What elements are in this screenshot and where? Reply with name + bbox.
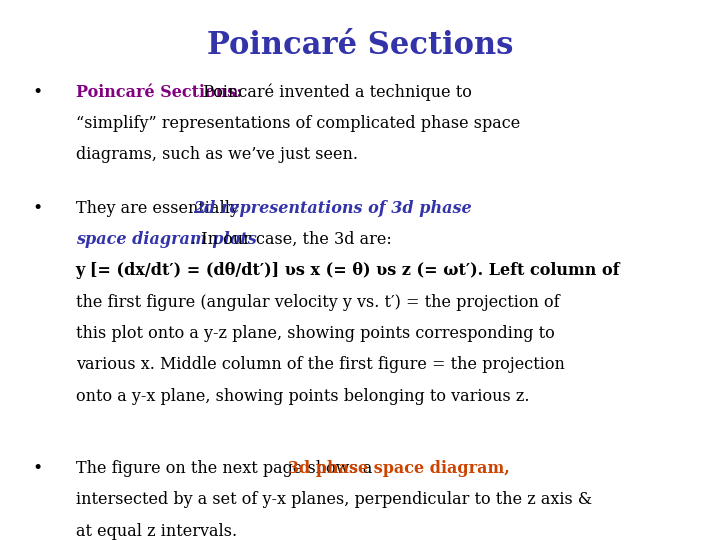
Text: Poincaré Sections:: Poincaré Sections:: [76, 84, 242, 100]
Text: . In our case, the 3d are:: . In our case, the 3d are:: [191, 231, 392, 248]
Text: They are essentially: They are essentially: [76, 200, 244, 217]
Text: •: •: [32, 84, 42, 100]
Text: intersected by a set of y-x planes, perpendicular to the z axis &: intersected by a set of y-x planes, perp…: [76, 491, 592, 508]
Text: 3d phase space diagram,: 3d phase space diagram,: [288, 460, 510, 477]
Text: “simplify” representations of complicated phase space: “simplify” representations of complicate…: [76, 115, 520, 132]
Text: onto a y-x plane, showing points belonging to various z.: onto a y-x plane, showing points belongi…: [76, 388, 529, 404]
Text: •: •: [32, 200, 42, 217]
Text: at equal z intervals.: at equal z intervals.: [76, 523, 237, 539]
Text: the first figure (angular velocity y vs. t′) = the projection of: the first figure (angular velocity y vs.…: [76, 294, 559, 310]
Text: this plot onto a y-z plane, showing points corresponding to: this plot onto a y-z plane, showing poin…: [76, 325, 554, 342]
Text: Poincaré Sections: Poincaré Sections: [207, 30, 513, 60]
Text: The figure on the next page shows a: The figure on the next page shows a: [76, 460, 377, 477]
Text: 2d representations of 3d phase: 2d representations of 3d phase: [193, 200, 472, 217]
Text: space diagram plots: space diagram plots: [76, 231, 256, 248]
Text: Poincaré invented a technique to: Poincaré invented a technique to: [198, 84, 472, 101]
Text: various x. Middle column of the first figure = the projection: various x. Middle column of the first fi…: [76, 356, 564, 373]
Text: diagrams, such as we’ve just seen.: diagrams, such as we’ve just seen.: [76, 146, 358, 163]
Text: •: •: [32, 460, 42, 477]
Text: y [= (dx/dt′) = (dθ/dt′)] ʋs x (= θ) ʋs z (= ωt′). Left column of: y [= (dx/dt′) = (dθ/dt′)] ʋs x (= θ) ʋs …: [76, 262, 620, 279]
